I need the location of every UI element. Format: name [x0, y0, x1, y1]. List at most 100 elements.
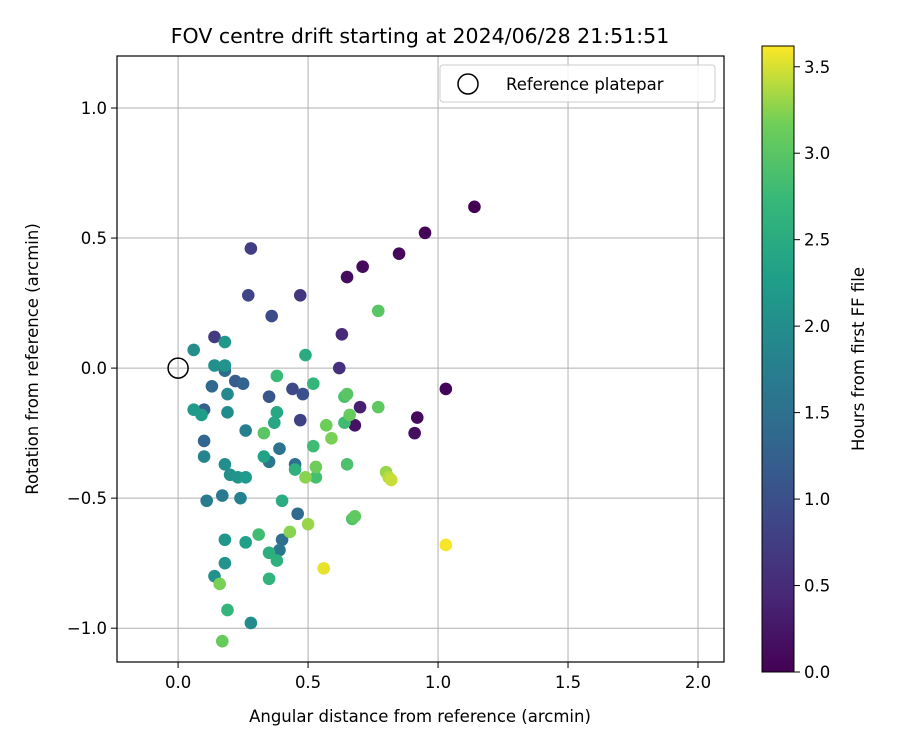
y-tick-label: −0.5	[67, 489, 107, 508]
data-point	[218, 556, 232, 570]
data-point	[270, 554, 284, 567]
data-point	[332, 361, 346, 375]
x-tick-label: 1.0	[425, 673, 451, 692]
data-point	[270, 406, 284, 419]
legend-box	[439, 64, 716, 103]
data-point	[195, 408, 208, 422]
x-tick-label: 2.0	[685, 673, 711, 692]
colorbar-tick-label: 3.5	[804, 58, 830, 77]
data-point	[213, 577, 226, 591]
data-point	[208, 330, 221, 344]
data-point	[293, 413, 307, 427]
data-point	[262, 390, 276, 404]
data-point	[205, 380, 219, 393]
chart-title: FOV centre drift starting at 2024/06/28 …	[171, 24, 670, 48]
data-point	[356, 260, 369, 273]
colorbar: 0.0 0.5 1.0 1.5 2.0 2.5 3.0 3.5 Hours from firs…	[761, 45, 868, 682]
colorbar-tick-label: 0.0	[804, 663, 830, 682]
data-point	[239, 424, 252, 437]
data-point	[218, 335, 232, 349]
data-point	[309, 460, 323, 474]
data-point	[296, 387, 310, 401]
colorbar-gradient	[761, 45, 795, 673]
y-tick-label: 0.0	[81, 359, 107, 378]
y-axis-label: Rotation from reference (arcmin)	[23, 223, 42, 495]
data-point	[286, 382, 299, 396]
data-point	[353, 400, 367, 414]
data-point	[197, 450, 211, 463]
data-point	[439, 382, 453, 396]
y-axis-ticks: −1.0 −0.5 0.0 0.5 1.0	[67, 99, 117, 638]
data-point	[408, 426, 421, 440]
legend-marker-reference	[457, 73, 479, 95]
data-point	[262, 572, 276, 586]
data-point	[283, 525, 297, 539]
grid-lines	[117, 56, 724, 662]
data-point	[270, 369, 284, 383]
data-point	[392, 247, 406, 260]
y-tick-label: 0.5	[81, 229, 107, 248]
data-point	[340, 458, 354, 471]
data-point	[291, 507, 304, 521]
data-point	[301, 517, 315, 531]
data-point	[348, 419, 362, 432]
data-point	[418, 226, 432, 240]
colorbar-label: Hours from first FF file	[849, 267, 868, 451]
data-point	[348, 510, 362, 523]
legend: Reference platepar	[439, 64, 716, 103]
data-point	[340, 270, 354, 284]
plot-frame	[116, 55, 725, 663]
x-tick-label: 0.5	[295, 673, 321, 692]
x-axis-label: Angular distance from reference (arcmin)	[249, 707, 591, 726]
reference-marker	[167, 357, 189, 379]
data-point	[319, 419, 333, 432]
data-point	[252, 528, 265, 541]
data-points	[187, 200, 481, 648]
data-point	[371, 304, 385, 318]
colorbar-tick-label: 2.0	[804, 317, 830, 336]
data-point	[265, 309, 278, 323]
data-point	[306, 439, 320, 453]
data-point	[309, 471, 323, 484]
data-point	[215, 489, 229, 502]
data-point	[299, 348, 312, 362]
data-point	[218, 533, 232, 547]
data-point	[371, 400, 385, 414]
data-point	[244, 242, 258, 255]
data-point	[215, 634, 229, 648]
data-point	[208, 359, 221, 372]
data-point	[335, 327, 349, 341]
data-point	[239, 536, 252, 549]
colorbar-tick-label: 2.5	[804, 231, 830, 250]
data-point	[244, 616, 258, 630]
x-axis-ticks: 0.0 0.5 1.0 1.5 2.0	[165, 662, 711, 692]
data-point	[439, 538, 453, 552]
data-point	[257, 426, 271, 440]
data-point	[197, 434, 211, 448]
data-point	[317, 562, 330, 575]
y-tick-label: −1.0	[67, 619, 107, 638]
data-point	[299, 471, 312, 484]
x-tick-label: 0.0	[165, 673, 191, 692]
data-point	[275, 494, 289, 508]
data-point	[273, 442, 286, 456]
data-point	[257, 450, 271, 463]
data-point	[273, 543, 286, 557]
data-point	[275, 533, 289, 547]
y-tick-label: 1.0	[81, 99, 107, 118]
colorbar-tick-label: 1.0	[804, 490, 830, 509]
data-point	[288, 463, 302, 476]
data-point	[468, 200, 481, 214]
colorbar-ticks: 0.0 0.5 1.0 1.5 2.0 2.5 3.0 3.5	[794, 58, 830, 682]
data-point	[325, 432, 338, 445]
data-point	[262, 546, 276, 560]
data-point	[306, 377, 320, 391]
data-point	[221, 603, 234, 617]
colorbar-tick-label: 1.5	[804, 404, 830, 423]
data-point	[221, 406, 234, 419]
data-point	[239, 471, 252, 484]
x-tick-label: 1.5	[555, 673, 581, 692]
data-point	[221, 387, 234, 401]
data-point	[236, 377, 250, 391]
